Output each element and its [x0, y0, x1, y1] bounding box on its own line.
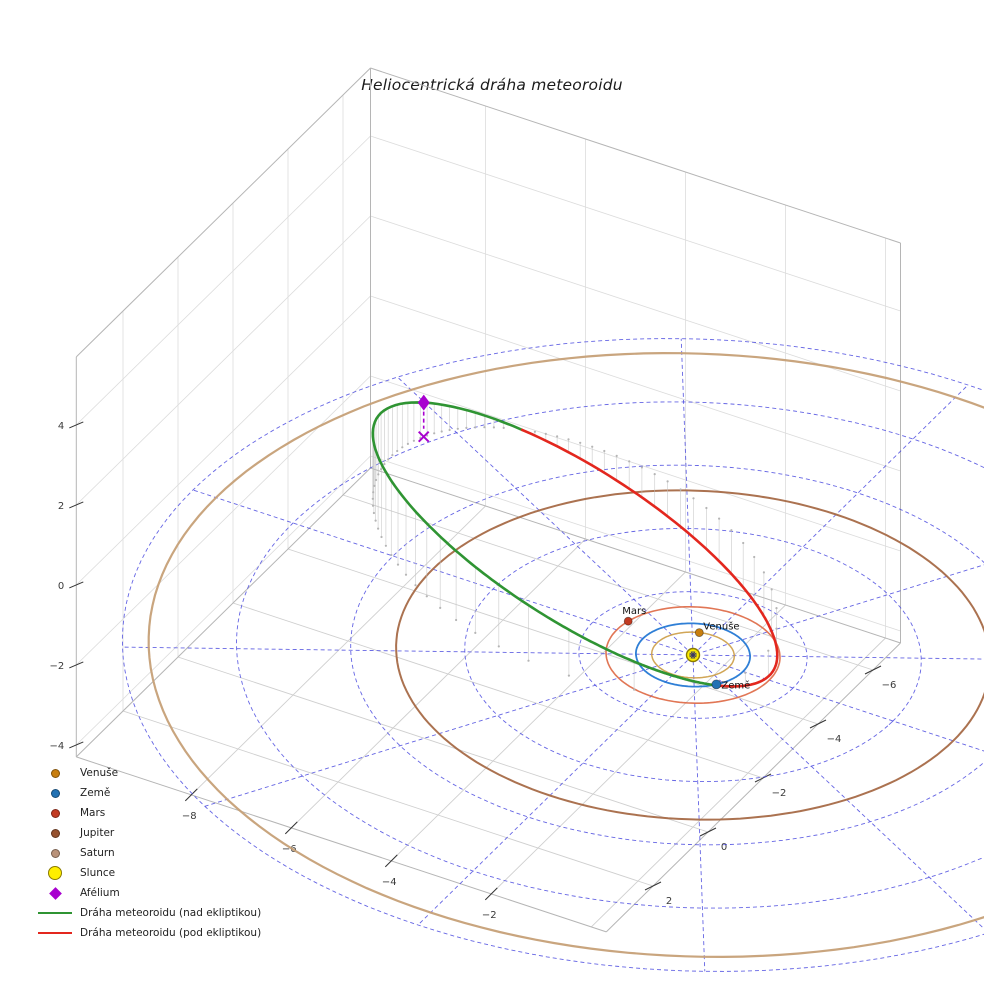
aphelion-group	[417, 394, 430, 443]
legend-label: Jupiter	[80, 827, 115, 839]
wall-gridlines	[76, 95, 901, 746]
planet-markers	[623, 616, 722, 690]
afelium-legend-marker-icon	[48, 886, 62, 900]
legend-label: Země	[80, 787, 111, 799]
axis-ticks: −8 −6 −4 −2 −6 −4 −2 0 2 4 2 0 −2 −4	[50, 421, 897, 921]
tick-label: −2	[50, 661, 65, 672]
legend-label: Dráha meteoroidu (pod ekliptikou)	[80, 927, 262, 939]
ecliptic-polar-grid	[121, 338, 984, 972]
legend-label: Dráha meteoroidu (nad ekliptikou)	[80, 907, 262, 919]
legend: Venuše Země Mars Jupiter Saturn Slunce Afélium…	[38, 763, 261, 943]
planet-label-venuše: Venuše	[703, 621, 739, 633]
tick-label: −2	[482, 910, 497, 921]
mars-legend-marker-icon	[50, 808, 60, 818]
tick-label: −6	[282, 844, 297, 855]
legend-item-jupiter: Jupiter	[38, 823, 261, 843]
tick-label: −6	[882, 680, 897, 691]
trajectory-above-legend-line-icon	[38, 911, 72, 915]
aphelion-marker	[417, 394, 430, 411]
tick-label: −4	[50, 741, 65, 752]
planet-dot-země	[711, 679, 722, 690]
legend-label: Saturn	[80, 847, 115, 859]
trajectory-below-ecliptic	[520, 428, 779, 688]
legend-label: Venuše	[80, 767, 119, 779]
legend-item-slunce: Slunce	[38, 863, 261, 883]
floor-gridlines	[122, 494, 886, 928]
jupiter-legend-marker-icon	[50, 828, 60, 838]
tick-label: −2	[772, 788, 787, 799]
tick-label: −4	[382, 877, 397, 888]
axes-box-edges	[75, 67, 901, 933]
legend-item-trajectory-below: Dráha meteoroidu (pod ekliptikou)	[38, 923, 261, 943]
tick-label: 0	[721, 842, 727, 853]
tick-label: −4	[827, 734, 842, 745]
legend-item-saturn: Saturn	[38, 843, 261, 863]
planet-dot-mars	[623, 616, 633, 626]
legend-item-trajectory-above: Dráha meteoroidu (nad ekliptikou)	[38, 903, 261, 923]
legend-item-venuse: Venuše	[38, 763, 261, 783]
legend-label: Slunce	[80, 867, 116, 879]
zeme-legend-marker-icon	[50, 788, 60, 798]
trajectory-below-legend-line-icon	[38, 931, 72, 935]
planet-orbits	[147, 351, 984, 959]
legend-item-zeme: Země	[38, 783, 261, 803]
tick-label: 2	[666, 896, 672, 907]
slunce-legend-marker-icon	[48, 866, 62, 880]
meteoroid-trajectory	[371, 401, 779, 688]
planet-labels: Venuše Země Mars	[622, 606, 750, 691]
sun-marker	[685, 647, 701, 663]
planet-label-mars: Mars	[622, 606, 646, 617]
planet-dot-venuše	[694, 628, 704, 637]
tick-label: 0	[58, 581, 64, 592]
tick-label: 2	[58, 501, 64, 512]
legend-label: Mars	[80, 807, 106, 819]
trajectory-above-ecliptic	[371, 401, 718, 687]
planet-label-země: Země	[721, 679, 750, 691]
legend-label: Afélium	[80, 887, 120, 899]
legend-item-mars: Mars	[38, 803, 261, 823]
tick-label: −8	[182, 811, 197, 822]
legend-item-afelium: Afélium	[38, 883, 261, 903]
venuse-legend-marker-icon	[50, 768, 60, 778]
chart-title: Heliocentrická dráha meteoroidu	[361, 76, 623, 94]
tick-label: 4	[58, 421, 64, 432]
saturn-legend-marker-icon	[50, 848, 60, 858]
